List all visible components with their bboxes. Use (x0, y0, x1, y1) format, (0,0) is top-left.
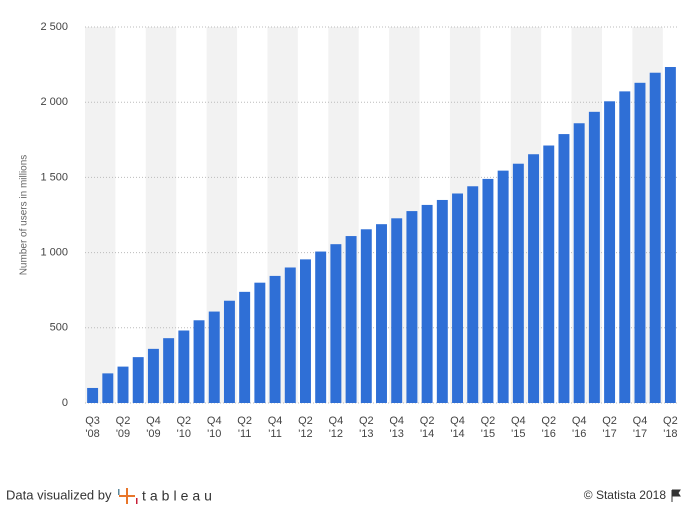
bar (254, 282, 266, 403)
bar (452, 193, 463, 403)
stripe (85, 27, 116, 403)
flag-icon (671, 489, 681, 502)
bar (239, 291, 251, 403)
bar (664, 67, 676, 403)
bar (193, 320, 205, 403)
x-tick-label: Q4 (511, 415, 526, 427)
bar (406, 211, 418, 403)
bar (528, 154, 540, 403)
x-tick-label: '15 (511, 428, 525, 440)
x-tick-label: '17 (633, 428, 647, 440)
bar (436, 199, 448, 403)
x-tick-label: Q2 (298, 415, 313, 427)
y-tick-label: 0 (62, 397, 68, 409)
bar (360, 229, 372, 403)
bar (573, 123, 585, 404)
y-axis-label: Number of users in millions (19, 155, 30, 276)
x-tick-label: Q2 (663, 415, 678, 427)
x-tick-label: Q2 (602, 415, 617, 427)
x-tick-label: '18 (663, 428, 677, 440)
x-tick-label: '09 (116, 428, 130, 440)
bar (132, 357, 144, 403)
y-tick-label: 2 500 (40, 21, 68, 33)
bar (421, 204, 433, 403)
x-tick-label: Q3 (85, 415, 100, 427)
x-tick-label: '13 (390, 428, 404, 440)
bar (391, 218, 403, 403)
y-tick-label: 1 000 (40, 247, 68, 259)
bar (269, 275, 281, 403)
bar (178, 330, 190, 403)
x-tick-label: '15 (481, 428, 495, 440)
x-tick-label: Q2 (541, 415, 556, 427)
x-tick-label: '17 (602, 428, 616, 440)
bar (284, 267, 296, 403)
y-tick-label: 1 500 (40, 171, 68, 183)
x-tick-label: Q2 (420, 415, 435, 427)
bar (588, 111, 600, 404)
x-tick-label: Q4 (329, 415, 344, 427)
bar (330, 244, 342, 403)
bar (345, 236, 357, 403)
x-tick-label: Q4 (450, 415, 465, 427)
x-tick-label: Q4 (633, 415, 648, 427)
x-tick-label: Q4 (207, 415, 222, 427)
source: © Statista 2018 (584, 488, 667, 502)
x-tick-label: Q2 (116, 415, 131, 427)
x-tick-label: Q4 (389, 415, 404, 427)
x-tick-label: '16 (572, 428, 586, 440)
bar (300, 259, 311, 403)
bar (558, 134, 570, 404)
x-tick-label: Q4 (146, 415, 161, 427)
bar (223, 300, 235, 403)
logo: tableau (142, 488, 216, 504)
bar (117, 366, 129, 403)
x-tick-label: Q2 (481, 415, 496, 427)
bar (315, 251, 327, 403)
x-tick-label: Q2 (359, 415, 374, 427)
x-tick-label: Q2 (176, 415, 191, 427)
x-tick-label: '14 (450, 428, 464, 440)
x-tick-label: '12 (329, 428, 343, 440)
bar (147, 348, 159, 403)
x-tick-label: '13 (359, 428, 373, 440)
bar (619, 91, 631, 403)
bar (163, 338, 175, 403)
x-tick-label: '11 (238, 428, 252, 440)
x-tick-label: Q4 (268, 415, 283, 427)
x-tick-label: '16 (542, 428, 556, 440)
bar (604, 101, 616, 403)
x-tick-label: '10 (177, 428, 191, 440)
y-tick-label: 500 (50, 322, 68, 334)
bar (102, 373, 114, 403)
x-tick-label: Q4 (572, 415, 587, 427)
bar (543, 145, 555, 403)
x-tick-label: '10 (207, 428, 221, 440)
bar (467, 186, 479, 403)
bar (482, 178, 494, 403)
tableau-icon (118, 488, 138, 504)
x-tick-label: Q2 (237, 415, 252, 427)
x-tick-label: '11 (268, 428, 282, 440)
bar (208, 311, 220, 403)
y-tick-label: 2 000 (40, 96, 68, 108)
bar (497, 170, 509, 403)
bar (649, 72, 661, 403)
x-tick-label: '09 (146, 428, 160, 440)
bar (512, 163, 524, 403)
bar (87, 387, 99, 403)
x-tick-label: '12 (298, 428, 312, 440)
x-tick-label: '08 (85, 428, 99, 440)
credit: Data visualized by (6, 487, 112, 502)
x-tick-label: '14 (420, 428, 434, 440)
bar (634, 82, 646, 403)
bar (376, 224, 387, 403)
